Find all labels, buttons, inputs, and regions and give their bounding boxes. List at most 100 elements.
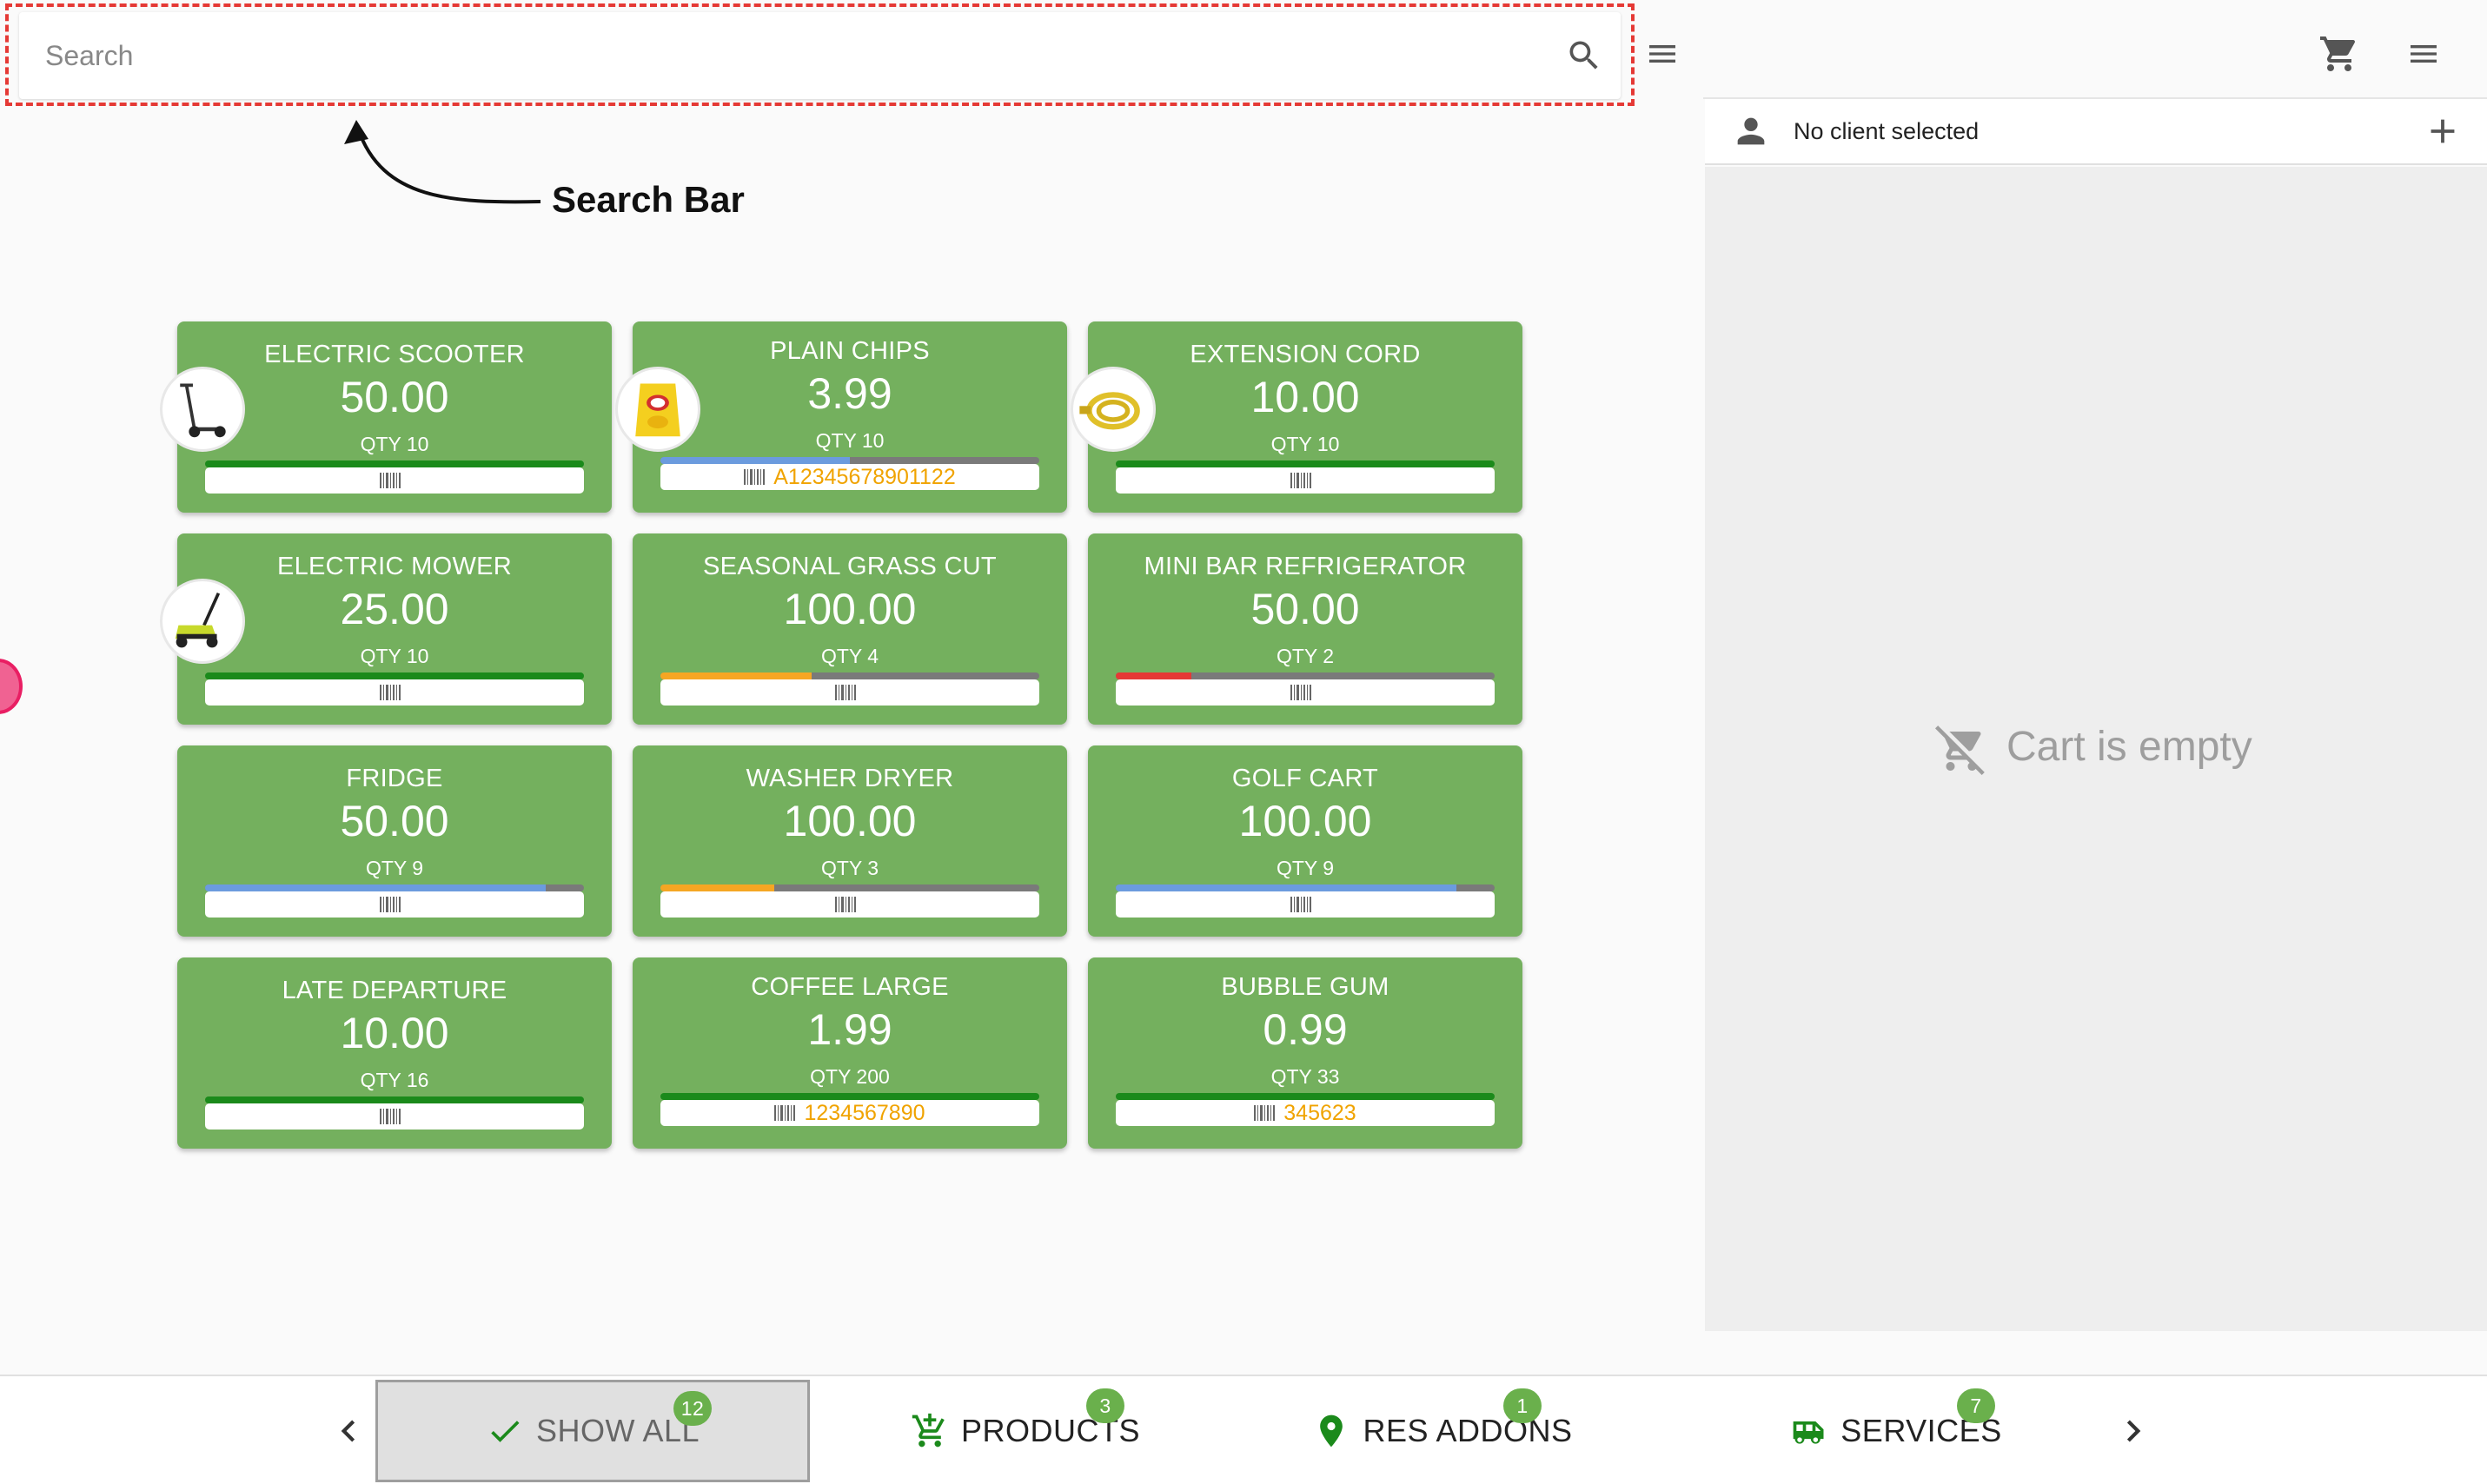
product-tile[interactable]: SEASONAL GRASS CUT 100.00 QTY 4 <box>633 533 1067 725</box>
header-divider <box>1703 97 2487 99</box>
empty-cart-label: Cart is empty <box>2006 724 2252 770</box>
barcode-field[interactable] <box>1116 467 1495 494</box>
product-qty: QTY 10 <box>815 429 885 452</box>
stock-bar <box>205 460 584 467</box>
count-badge: 3 <box>1086 1388 1124 1423</box>
product-qty: QTY 9 <box>1276 857 1335 879</box>
product-qty: QTY 4 <box>820 645 879 667</box>
product-name: COFFEE LARGE <box>751 973 949 1001</box>
product-tile[interactable]: BUBBLE GUM 0.99 QTY 33 345623 <box>1088 957 1522 1149</box>
barcode-field[interactable] <box>205 679 584 706</box>
tab-products[interactable]: PRODUCTS 3 <box>808 1376 1243 1484</box>
tab-res-addons[interactable]: RES ADDONS 1 <box>1225 1376 1660 1484</box>
product-qty: QTY 33 <box>1270 1065 1340 1088</box>
product-price: 1.99 <box>807 1005 892 1054</box>
stock-bar <box>660 884 1039 891</box>
annotation-arrow <box>344 120 541 204</box>
product-qty: QTY 200 <box>810 1065 890 1088</box>
chevron-right-icon[interactable] <box>2112 1409 2155 1453</box>
barcode-value: A12345678901122 <box>773 464 956 489</box>
search-input[interactable] <box>45 34 1479 77</box>
camper-icon <box>1793 1421 1824 1444</box>
product-tile[interactable]: EXTENSION CORD 10.00 QTY 10 <box>1071 321 1522 513</box>
product-price: 10.00 <box>1250 373 1360 421</box>
product-name: BUBBLE GUM <box>1221 973 1389 1001</box>
check-icon <box>491 1421 520 1442</box>
product-tile[interactable]: PLAIN CHIPS 3.99 QTY 10 A12345678901122 <box>615 321 1067 513</box>
product-price: 50.00 <box>340 373 449 421</box>
client-label: No client selected <box>1794 118 1980 144</box>
location-pin-icon <box>1320 1414 1343 1448</box>
product-price: 50.00 <box>340 797 449 845</box>
menu-icon[interactable] <box>2404 36 2443 71</box>
barcode-field[interactable] <box>205 891 584 918</box>
product-qty: QTY 10 <box>360 433 429 455</box>
stock-bar <box>205 884 584 891</box>
client-selector[interactable]: No client selected <box>1705 99 2487 165</box>
product-price: 100.00 <box>1238 797 1372 845</box>
barcode-field[interactable]: 345623 <box>1116 1100 1495 1126</box>
floating-action-handle[interactable] <box>0 659 23 714</box>
tab-label: SHOW ALL <box>535 1413 700 1448</box>
stock-bar <box>1116 460 1495 467</box>
stock-bar <box>660 672 1039 679</box>
barcode-field[interactable] <box>1116 679 1495 706</box>
chevron-left-icon[interactable] <box>327 1409 370 1453</box>
product-tile[interactable]: GOLF CART 100.00 QTY 9 <box>1088 745 1522 937</box>
barcode-field[interactable] <box>205 467 584 494</box>
count-badge: 7 <box>1957 1388 1995 1423</box>
tab-services[interactable]: SERVICES 7 <box>1679 1376 2113 1484</box>
product-tile[interactable]: ELECTRIC SCOOTER 50.00 QTY 10 <box>160 321 612 513</box>
stock-bar-fill <box>660 672 812 679</box>
product-qty: QTY 3 <box>820 857 879 879</box>
product-tile[interactable]: WASHER DRYER 100.00 QTY 3 <box>633 745 1067 937</box>
search-annotation-frame <box>5 3 1635 106</box>
product-price: 25.00 <box>340 585 449 633</box>
product-name: GOLF CART <box>1231 765 1379 792</box>
count-badge: 12 <box>673 1391 712 1426</box>
barcode-icon <box>1290 473 1311 488</box>
shopping-cart-icon[interactable] <box>2318 33 2360 75</box>
product-qty: QTY 16 <box>360 1069 429 1091</box>
product-thumbnail <box>1071 367 1156 452</box>
person-icon <box>1737 117 1765 145</box>
search-icon[interactable] <box>1565 36 1603 75</box>
tab-show-all[interactable]: SHOW ALL 12 <box>375 1380 810 1482</box>
barcode-field[interactable] <box>660 679 1039 706</box>
barcode-icon <box>380 1109 401 1124</box>
product-price: 100.00 <box>783 585 917 633</box>
barcode-icon <box>1290 897 1311 912</box>
count-badge: 1 <box>1503 1388 1542 1423</box>
tab-label: RES ADDONS <box>1363 1413 1573 1448</box>
product-qty: QTY 9 <box>365 857 424 879</box>
add-client-icon[interactable] <box>2423 111 2463 151</box>
product-tile[interactable]: COFFEE LARGE 1.99 QTY 200 1234567890 <box>633 957 1067 1149</box>
product-tile[interactable]: FRIDGE 50.00 QTY 9 <box>177 745 612 937</box>
product-tile[interactable]: LATE DEPARTURE 10.00 QTY 16 <box>177 957 612 1149</box>
barcode-field[interactable] <box>1116 891 1495 918</box>
barcode-icon <box>744 469 766 485</box>
barcode-value: 345623 <box>1283 1100 1356 1125</box>
product-price: 50.00 <box>1250 585 1360 633</box>
menu-icon[interactable] <box>1645 36 1680 71</box>
product-name: SEASONAL GRASS CUT <box>703 553 997 580</box>
barcode-icon <box>1254 1105 1276 1121</box>
barcode-field[interactable] <box>205 1103 584 1130</box>
product-name: EXTENSION CORD <box>1190 341 1421 368</box>
barcode-field[interactable] <box>660 891 1039 918</box>
search-bar[interactable] <box>19 12 1621 99</box>
stock-bar-fill <box>660 457 850 464</box>
product-price: 100.00 <box>783 797 917 845</box>
product-tile[interactable]: ELECTRIC MOWER 25.00 QTY 10 <box>160 533 612 725</box>
product-name: FRIDGE <box>346 765 443 792</box>
barcode-field[interactable]: A12345678901122 <box>660 464 1039 490</box>
barcode-field[interactable]: 1234567890 <box>660 1100 1039 1126</box>
stock-bar-fill <box>1116 672 1192 679</box>
product-price: 3.99 <box>807 369 892 418</box>
cart-panel: Cart is empty <box>1705 167 2487 1331</box>
stock-bar-fill <box>1116 884 1457 891</box>
product-price: 0.99 <box>1263 1005 1348 1054</box>
product-tile[interactable]: MINI BAR REFRIGERATOR 50.00 QTY 2 <box>1088 533 1522 725</box>
stock-bar <box>205 672 584 679</box>
stock-bar <box>205 1096 584 1103</box>
